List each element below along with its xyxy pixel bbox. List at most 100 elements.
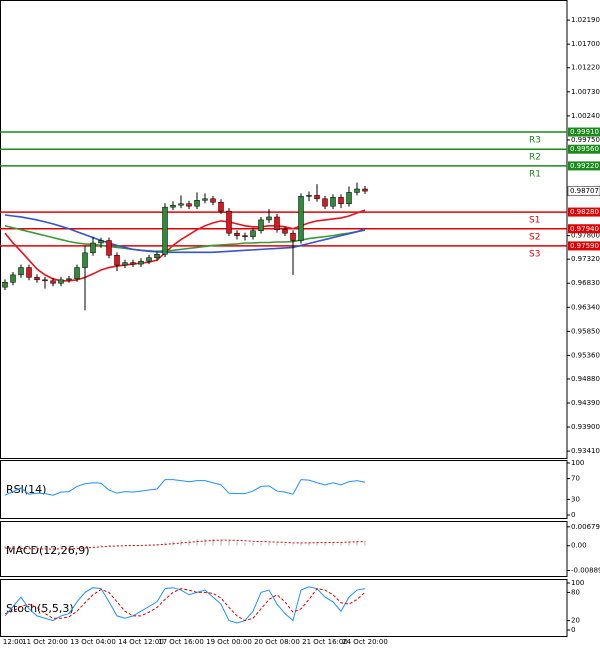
candle-body [242, 235, 248, 237]
moving-average [4, 209, 366, 282]
candle-body [170, 204, 176, 208]
level-price: 0.99220 [570, 162, 599, 170]
y-tick-label: 1.00240 [571, 112, 600, 120]
candle-body [106, 240, 112, 256]
macd-bar [308, 542, 310, 546]
last-price-box [567, 186, 600, 196]
macd-bar [100, 544, 102, 546]
macd-bar [20, 545, 22, 550]
panel-frame [0, 521, 568, 577]
y-tick-label: 100 [571, 579, 584, 587]
candle-body [210, 198, 216, 203]
macd-bar [292, 544, 294, 546]
level-price-box [568, 241, 600, 251]
y-tick-label: 0.93410 [571, 447, 600, 455]
macd-bar [60, 545, 62, 549]
macd-bar [116, 545, 118, 546]
candle-body [130, 262, 136, 265]
level-price: 0.97940 [570, 225, 599, 233]
candle-body [258, 219, 264, 231]
candle-body [178, 203, 184, 206]
y-tick-label: 0.99750 [571, 136, 600, 144]
y-tick-label: 0.94390 [571, 399, 600, 407]
panel-frame [0, 460, 568, 519]
candle-body [122, 262, 128, 266]
candle-body [10, 274, 16, 283]
candle-body [322, 198, 328, 207]
candle-body [162, 206, 168, 255]
candle-body [146, 257, 152, 262]
candle-body [234, 232, 240, 236]
macd-bar [332, 541, 334, 546]
level-price: 0.98280 [570, 208, 599, 216]
macd-bar [68, 545, 70, 548]
y-tick-label: 0.94880 [571, 375, 600, 383]
macd-bar [284, 543, 286, 546]
x-tick-label: 24 Oct 20:00 [342, 638, 388, 646]
y-tick-label: 0 [571, 626, 575, 634]
level-price-box [568, 207, 600, 217]
macd-signal [4, 539, 366, 550]
candle-body [114, 255, 120, 266]
y-tick-label: 70 [571, 475, 580, 483]
candle-body [218, 201, 224, 212]
stoch-k [4, 586, 366, 624]
candle-body [266, 216, 272, 221]
macd-bar [76, 545, 78, 548]
candle-body [354, 188, 360, 193]
indicator-line [4, 479, 366, 496]
panel-frame [0, 579, 568, 637]
level-label: R1 [529, 169, 541, 179]
indicator-title: Stoch(5,5,3) [6, 602, 74, 615]
macd-bar [252, 542, 254, 546]
stoch-d [4, 588, 366, 622]
candle-body [274, 216, 280, 230]
level-label: R2 [529, 153, 541, 163]
level-price: 0.97590 [570, 242, 599, 250]
candle-body [90, 242, 96, 254]
macd-bar [108, 544, 110, 546]
last-price: 0.98707 [570, 187, 599, 195]
y-tick-label: 0 [571, 511, 575, 519]
y-tick-label: 0.95360 [571, 351, 600, 359]
candle-body [314, 195, 320, 200]
candle-body [34, 277, 40, 281]
candle-body [226, 210, 232, 234]
candle-body [346, 192, 352, 204]
macd-bar [196, 539, 198, 546]
macd-bar [236, 541, 238, 546]
level-price-box [568, 224, 600, 234]
candle-body [186, 203, 192, 207]
y-tick-label: 0.00 [571, 542, 587, 550]
level-price-box [568, 161, 600, 171]
macd-bar [260, 542, 262, 546]
y-tick-label: 0.96340 [571, 303, 600, 311]
macd-bar [244, 542, 246, 546]
indicator-title: RSI(14) [6, 483, 46, 496]
macd-bar [44, 545, 46, 550]
candle-body [58, 279, 64, 284]
y-tick-label: 0.97800 [571, 232, 600, 240]
candle-body [202, 198, 208, 201]
y-tick-label: 0.95850 [571, 327, 600, 335]
candle-body [42, 279, 48, 282]
y-tick-label: 0.006792 [571, 523, 600, 531]
x-tick-label: 21 Oct 16:00 [302, 638, 348, 646]
macd-bar [276, 543, 278, 546]
y-tick-label: 1.00730 [571, 88, 600, 96]
macd-bar [228, 540, 230, 546]
candle-body [362, 188, 368, 192]
y-tick-label: 0.97320 [571, 255, 600, 263]
macd-bar [212, 539, 214, 546]
candle-body [282, 229, 288, 234]
macd-bar [348, 541, 350, 546]
level-label: S3 [529, 249, 540, 259]
candle-body [98, 240, 104, 244]
candle-body [2, 282, 8, 288]
y-tick-label: 0.93900 [571, 423, 600, 431]
level-label: S2 [529, 232, 540, 242]
macd-bar [52, 545, 54, 549]
level-price-box [568, 127, 600, 137]
macd-bar [92, 545, 94, 546]
